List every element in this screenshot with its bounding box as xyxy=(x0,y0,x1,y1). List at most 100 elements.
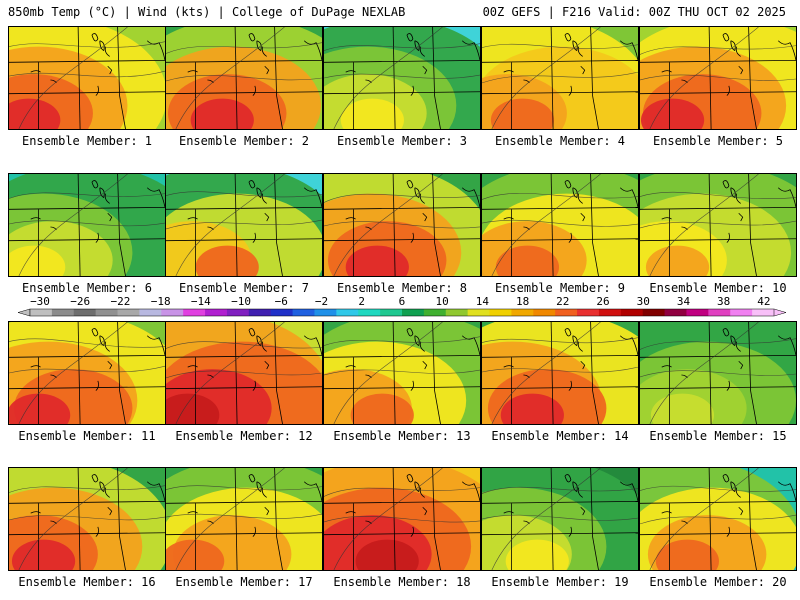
colorbar-swatch xyxy=(533,309,556,316)
colorbar-tick-label: 14 xyxy=(476,296,490,308)
member-label: Ensemble Member: 11 xyxy=(18,429,156,443)
temperature-map xyxy=(165,321,323,425)
temperature-map xyxy=(8,321,166,425)
colorbar-tick-label: −18 xyxy=(151,296,171,308)
ensemble-panel: Ensemble Member: 9 xyxy=(481,173,639,295)
colorbar-swatch xyxy=(752,309,775,316)
colorbar-tick-label: 10 xyxy=(436,296,449,308)
member-label: Ensemble Member: 14 xyxy=(491,429,629,443)
member-label: Ensemble Member: 7 xyxy=(178,281,310,295)
colorbar-swatch xyxy=(117,309,140,316)
colorbar-swatch xyxy=(686,309,709,316)
colorbar-tick-label: −14 xyxy=(191,296,211,308)
colorbar-tick-label: −26 xyxy=(70,296,90,308)
colorbar-swatch xyxy=(336,309,359,316)
ensemble-panel: Ensemble Member: 10 xyxy=(639,173,797,295)
colorbar-swatch xyxy=(51,309,75,316)
colorbar-tick-label: 2 xyxy=(358,296,365,308)
colorbar-tick-label: 18 xyxy=(516,296,529,308)
temperature-map xyxy=(323,321,481,425)
colorbar-swatch xyxy=(555,309,578,316)
member-label: Ensemble Member: 3 xyxy=(336,134,468,148)
colorbar-swatch xyxy=(95,309,119,316)
temperature-map xyxy=(639,173,797,277)
colorbar-tick-label: −6 xyxy=(275,296,288,308)
ensemble-panel: Ensemble Member: 2 xyxy=(165,26,323,148)
colorbar-swatch xyxy=(380,309,403,316)
ensemble-panel: Ensemble Member: 15 xyxy=(639,321,797,443)
ensemble-panel: Ensemble Member: 1 xyxy=(8,26,166,148)
colorbar-swatch xyxy=(598,309,622,316)
temperature-colorbar: −30 −26 −22 −18 −14 −10 −6 −2 2 6 10 14 18 22 26 30 34 38… xyxy=(18,296,786,318)
colorbar-swatch xyxy=(248,309,272,316)
colorbar-swatch xyxy=(226,309,250,316)
temperature-map xyxy=(165,26,323,130)
colorbar-swatch xyxy=(270,309,294,316)
colorbar-swatch xyxy=(489,309,512,316)
colorbar-swatch xyxy=(314,309,337,316)
colorbar-swatch xyxy=(511,309,534,316)
colorbar-swatch xyxy=(139,309,162,316)
temperature-map xyxy=(481,321,639,425)
colorbar-swatch xyxy=(642,309,666,316)
colorbar-tick-label: 30 xyxy=(637,296,650,308)
ensemble-panel: Ensemble Member: 8 xyxy=(323,173,481,295)
colorbar-swatch xyxy=(183,309,206,316)
temperature-map xyxy=(323,173,481,277)
ensemble-panel: Ensemble Member: 17 xyxy=(165,467,323,589)
colorbar-tick-label: 34 xyxy=(677,296,691,308)
member-label: Ensemble Member: 1 xyxy=(21,134,153,148)
ensemble-panel: Ensemble Member: 11 xyxy=(8,321,166,443)
temperature-map xyxy=(481,467,639,571)
temperature-map xyxy=(481,26,639,130)
temperature-map xyxy=(8,173,166,277)
colorbar-swatch xyxy=(467,309,491,316)
colorbar-tick-label: 6 xyxy=(399,296,406,308)
temperature-map xyxy=(323,26,481,130)
ensemble-panel: Ensemble Member: 5 xyxy=(639,26,797,148)
temperature-map xyxy=(639,26,797,130)
member-label: Ensemble Member: 15 xyxy=(649,429,787,443)
member-label: Ensemble Member: 4 xyxy=(494,134,626,148)
colorbar-swatch xyxy=(445,309,469,316)
member-label: Ensemble Member: 9 xyxy=(494,281,626,295)
ensemble-panel: Ensemble Member: 13 xyxy=(323,321,481,443)
member-label: Ensemble Member: 16 xyxy=(18,575,156,589)
member-label: Ensemble Member: 17 xyxy=(175,575,313,589)
colorbar-tick-label: 26 xyxy=(596,296,609,308)
temperature-map xyxy=(165,467,323,571)
ensemble-panel: Ensemble Member: 19 xyxy=(481,467,639,589)
colorbar-swatch xyxy=(358,309,381,316)
temperature-map xyxy=(323,467,481,571)
colorbar-swatch xyxy=(577,309,600,316)
ensemble-panel: Ensemble Member: 7 xyxy=(165,173,323,295)
colorbar-tick-label: 42 xyxy=(757,296,770,308)
ensemble-panel: Ensemble Member: 12 xyxy=(165,321,323,443)
member-label: Ensemble Member: 19 xyxy=(491,575,629,589)
ensemble-panel: Ensemble Member: 18 xyxy=(323,467,481,589)
colorbar-tick-label: −10 xyxy=(231,296,251,308)
valid-time: 00Z GEFS | F216 Valid: 00Z THU OCT 02 20… xyxy=(482,5,786,19)
colorbar-tick-label: −2 xyxy=(315,296,328,308)
colorbar-swatch xyxy=(620,309,644,316)
member-label: Ensemble Member: 2 xyxy=(178,134,310,148)
member-label: Ensemble Member: 18 xyxy=(333,575,471,589)
temperature-map xyxy=(165,173,323,277)
temperature-map xyxy=(639,467,797,571)
colorbar-tick-label: 38 xyxy=(717,296,730,308)
colorbar-swatch xyxy=(423,309,447,316)
ensemble-panel: Ensemble Member: 20 xyxy=(639,467,797,589)
colorbar-tick-label: 22 xyxy=(556,296,569,308)
colorbar-swatch xyxy=(73,309,97,316)
temperature-map xyxy=(481,173,639,277)
colorbar-swatch xyxy=(161,309,184,316)
colorbar-swatch xyxy=(664,309,687,316)
map-title: 850mb Temp (°C) | Wind (kts) | College o… xyxy=(8,5,406,19)
colorbar-swatch xyxy=(730,309,753,316)
temperature-map xyxy=(639,321,797,425)
temperature-map xyxy=(8,467,166,571)
ensemble-panel: Ensemble Member: 3 xyxy=(323,26,481,148)
member-label: Ensemble Member: 13 xyxy=(333,429,471,443)
temperature-map xyxy=(8,26,166,130)
member-label: Ensemble Member: 12 xyxy=(175,429,313,443)
